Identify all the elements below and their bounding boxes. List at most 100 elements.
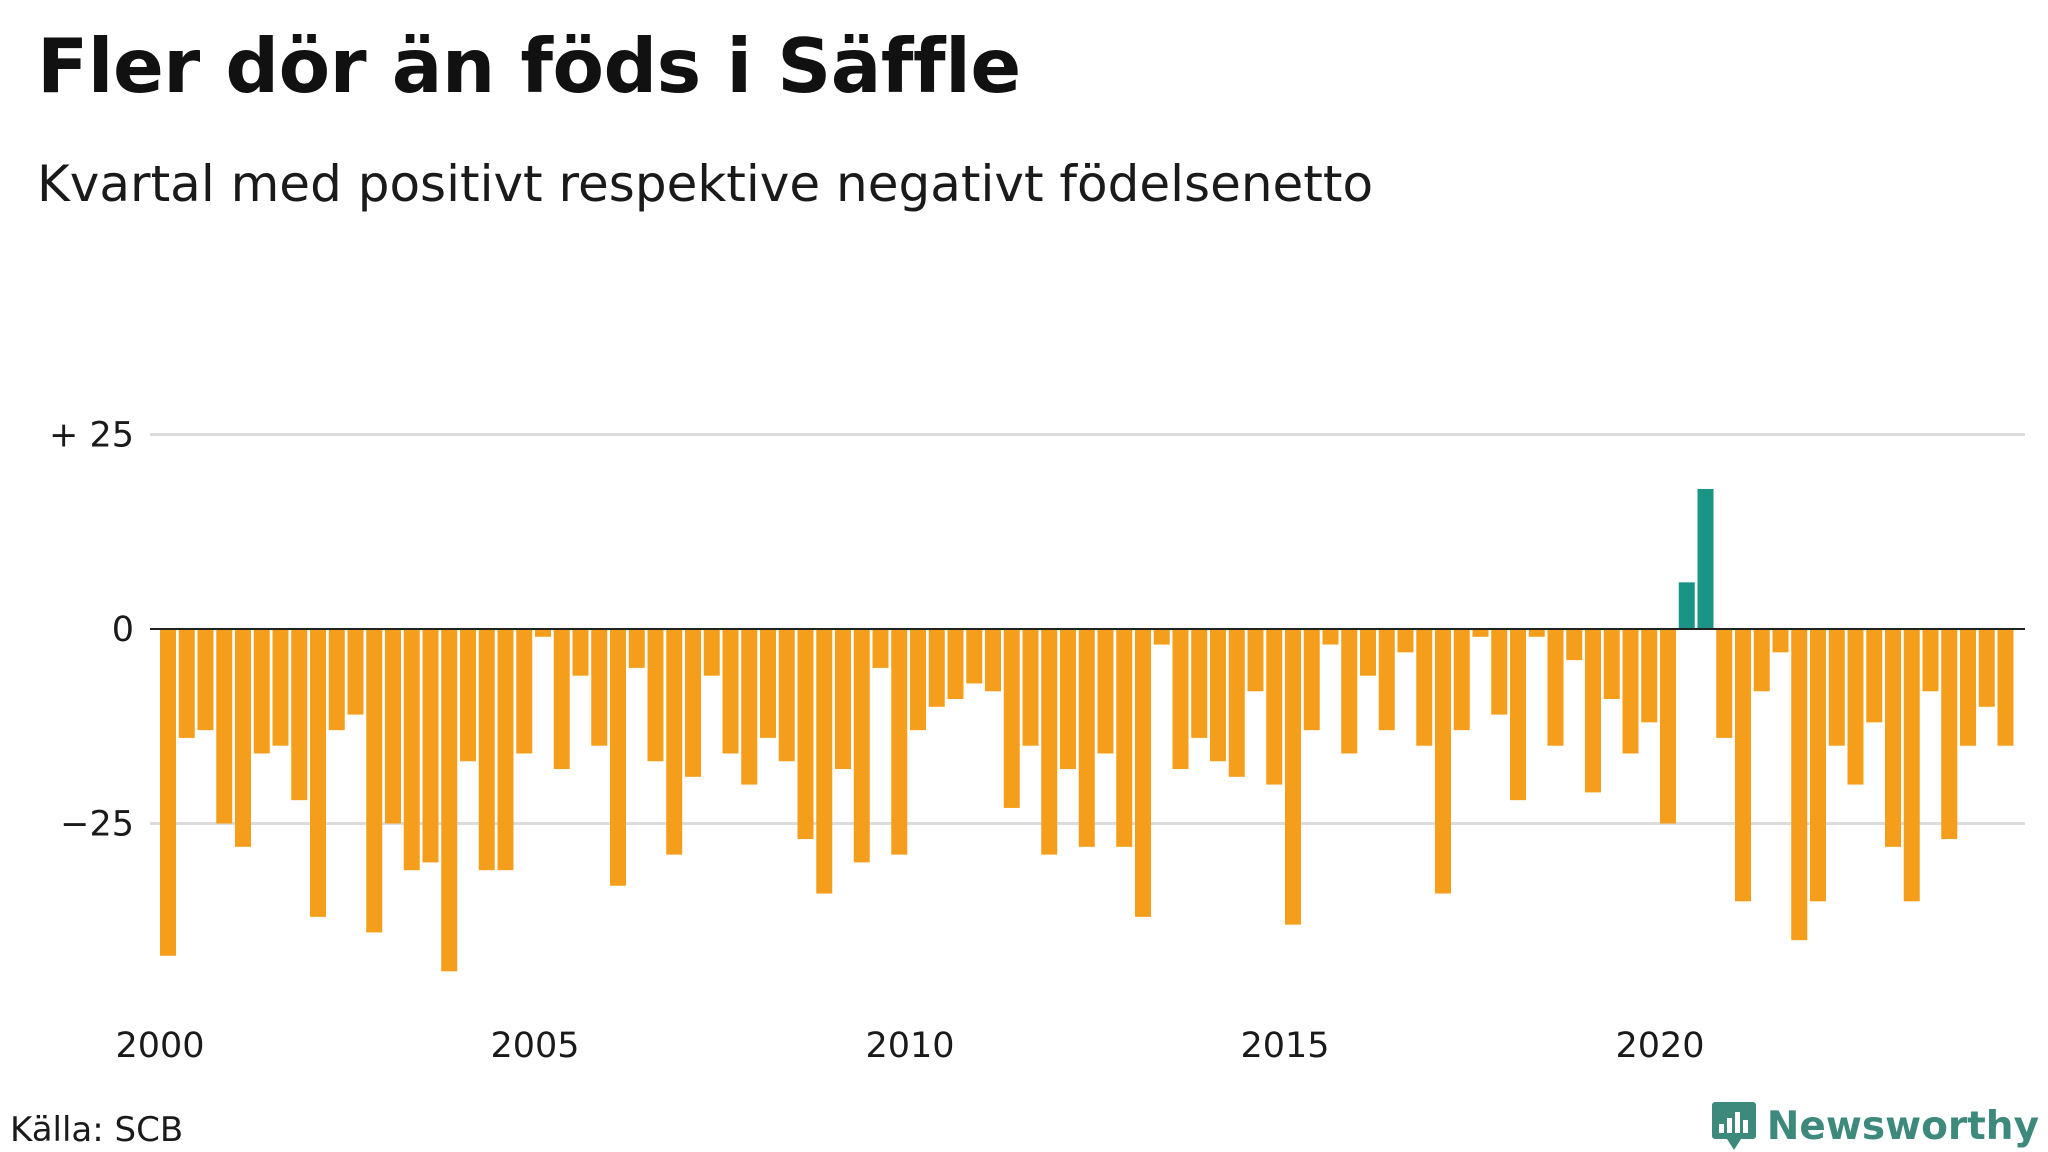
x-tick-label: 2020: [1615, 1026, 1704, 1066]
bar-negative: [1510, 629, 1526, 801]
bar-negative: [1997, 629, 2014, 746]
bar-negative: [572, 629, 589, 676]
bar-negative: [1322, 629, 1339, 645]
bar-negative: [535, 629, 551, 637]
bar-negative: [703, 629, 720, 676]
bar-negative: [178, 629, 195, 738]
bar-negative: [1453, 629, 1470, 731]
bar-negative: [1978, 629, 1995, 707]
bar-negative: [853, 629, 870, 863]
bar-negative: [516, 629, 533, 754]
bar-negative: [1810, 629, 1826, 902]
bar-negative: [1378, 629, 1395, 731]
x-tick-label: 2010: [865, 1026, 954, 1066]
bar-negative: [947, 629, 964, 700]
bar-negative: [610, 629, 626, 886]
bar-negative: [928, 629, 945, 707]
bar-negative: [1603, 629, 1620, 700]
bar-negative: [1941, 629, 1958, 840]
bar-negative: [253, 629, 270, 754]
chart-title: Fler dör än föds i Säffle: [37, 22, 1021, 110]
bar-negative: [1003, 629, 1020, 808]
bar-negative: [291, 629, 308, 801]
bar-negative: [1622, 629, 1639, 754]
bar-negative: [910, 629, 926, 731]
brand-name: Newsworthy: [1766, 1103, 2039, 1149]
bar-negative: [441, 629, 458, 972]
bar-negative: [760, 629, 776, 738]
bar-negative: [1397, 629, 1414, 653]
bar-negative: [1416, 629, 1433, 746]
bar-negative: [778, 629, 795, 762]
bar-positive: [1678, 582, 1695, 629]
x-tick-label: 2005: [490, 1026, 579, 1066]
bar-negative: [1285, 629, 1301, 925]
bar-negative: [628, 629, 645, 668]
bar-negative: [1885, 629, 1901, 847]
bars: [160, 488, 2014, 972]
bar-negative: [1247, 629, 1264, 692]
bar-negative: [1960, 629, 1976, 746]
bar-negative: [1135, 629, 1151, 917]
bar-negative: [835, 629, 851, 770]
bar-negative: [497, 629, 514, 871]
bar-negative: [1435, 629, 1451, 894]
bar-negative: [347, 629, 364, 715]
bar-negative: [1828, 629, 1845, 746]
bar-negative: [1191, 629, 1208, 738]
bar-negative: [1641, 629, 1658, 723]
bar-negative: [1491, 629, 1508, 715]
bar-negative: [272, 629, 289, 746]
bar-negative: [872, 629, 889, 668]
bar-negative: [1716, 629, 1733, 738]
bar-negative: [1116, 629, 1133, 847]
bar-negative: [1041, 629, 1058, 855]
bar-negative: [1660, 629, 1676, 824]
x-tick-label: 2000: [115, 1026, 204, 1066]
bar-negative: [385, 629, 401, 824]
bar-negative: [366, 629, 383, 933]
bar-negative: [235, 629, 251, 847]
bar-negative: [553, 629, 570, 770]
y-tick-label: 0: [112, 610, 134, 650]
bar-negative: [722, 629, 739, 754]
bar-negative: [197, 629, 214, 731]
source-note: Källa: SCB: [10, 1110, 184, 1150]
bar-negative: [985, 629, 1001, 692]
bar-negative: [591, 629, 608, 746]
bar-negative: [422, 629, 439, 863]
bar-negative: [1528, 629, 1545, 637]
bar-negative: [666, 629, 683, 855]
bar-negative: [966, 629, 983, 684]
bar-negative: [1360, 629, 1376, 676]
y-tick-label: + 25: [49, 416, 134, 456]
bar-negative: [460, 629, 476, 762]
bar-negative: [1472, 629, 1489, 637]
bar-negative: [1791, 629, 1808, 941]
bar-negative: [685, 629, 701, 777]
bar-negative: [1153, 629, 1170, 645]
bar-negative: [741, 629, 758, 785]
bar-negative: [1022, 629, 1039, 746]
bar-negative: [1303, 629, 1320, 731]
bar-negative: [891, 629, 908, 855]
bar-negative: [816, 629, 833, 894]
bar-negative: [1097, 629, 1114, 754]
chart-subtitle: Kvartal med positivt respektive negativt…: [37, 155, 1374, 213]
bar-negative: [1172, 629, 1189, 770]
bar-negative: [478, 629, 495, 871]
bar-negative: [1266, 629, 1283, 785]
bar-negative: [310, 629, 326, 917]
x-tick-label: 2015: [1240, 1026, 1329, 1066]
bar-negative: [1210, 629, 1226, 762]
bar-negative: [1903, 629, 1920, 902]
bar-positive: [1697, 488, 1714, 629]
newsworthy-logo-icon: [1711, 1102, 1756, 1150]
y-tick-label: −25: [60, 805, 134, 845]
bar-negative: [1566, 629, 1583, 661]
bar-negative: [1847, 629, 1864, 785]
bar-negative: [797, 629, 814, 840]
bar-negative: [403, 629, 420, 871]
brand: Newsworthy: [1711, 1100, 2039, 1152]
